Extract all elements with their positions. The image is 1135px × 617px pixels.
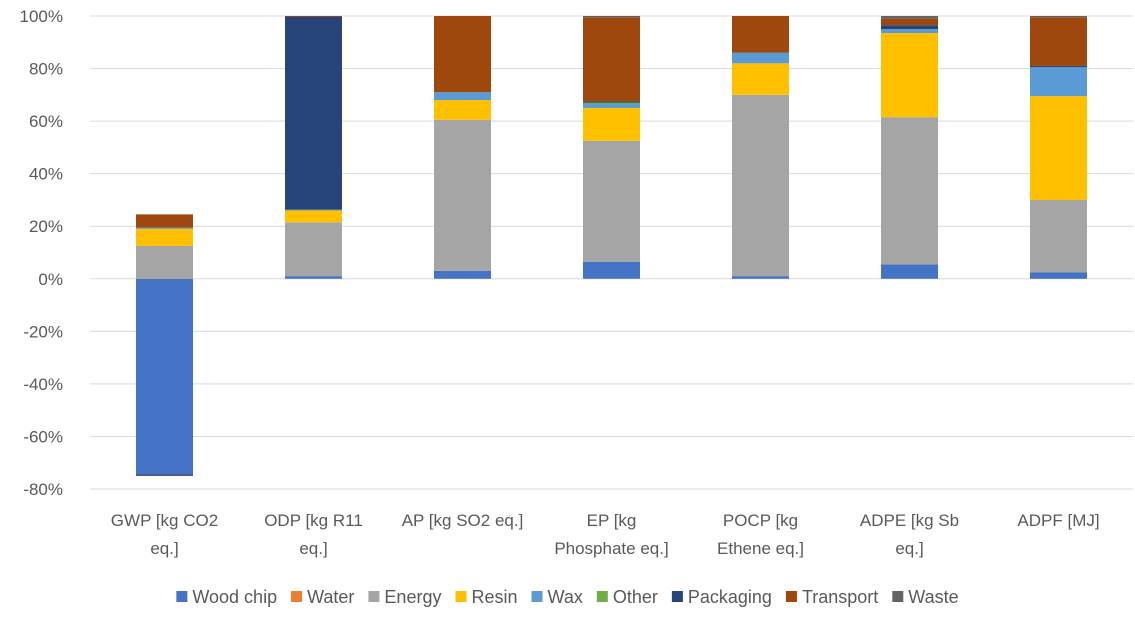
legend-swatch-water [291,591,303,602]
bar-segment-resin [434,100,491,120]
legend-label: Packaging [688,587,772,607]
bar-segment-wood-chip [1030,272,1087,279]
x-category-label: POCP [kg [723,511,798,530]
bar-segment-resin [1030,96,1087,200]
legend-swatch-transport [785,591,797,602]
bars [136,16,1087,476]
legend-label: Water [307,587,354,607]
legend-swatch-wood-chip [176,591,188,602]
legend-swatch-wax [531,591,543,602]
bar-segment-transport [136,214,193,228]
x-category-label: eq.] [150,539,178,558]
legend-swatch-resin [455,591,467,602]
bar-segment-wood-chip [434,270,491,279]
x-category-label: Ethene eq.] [717,539,804,558]
x-category-label: Phosphate eq.] [554,539,668,558]
y-tick-label: -80% [23,480,63,499]
bar-segment-packaging [285,16,342,210]
bar-segment-waste [881,16,938,19]
bar-segment-transport [285,16,342,17]
x-category-label: eq.] [299,539,327,558]
x-category-label: ADPF [MJ] [1017,511,1099,530]
bar-segment-wax [1030,67,1087,97]
bar-segment-wax [136,227,193,229]
bar-segment-resin [136,228,193,246]
y-tick-label: 80% [29,60,63,79]
legend-label: Transport [802,587,878,607]
bar-segment-energy [583,140,640,262]
bar-segment-other [583,102,640,105]
legend-swatch-waste [892,591,904,602]
bar-segment-transport [881,18,938,26]
bar-segment-resin [732,63,789,95]
y-tick-label: 20% [29,217,63,236]
bar-segment-energy [285,222,342,277]
y-tick-label: 40% [29,165,63,184]
legend-swatch-other [596,591,608,602]
bar-segment-waste [583,16,640,18]
y-tick-label: -60% [23,427,63,446]
bar-segment-resin [285,210,342,223]
legend-label: Wax [548,587,583,607]
bar-segment-resin [881,33,938,118]
bar-segment-transport [583,17,640,102]
bar-segment-energy [1030,199,1087,273]
x-category-label: GWP [kg CO2 [111,511,218,530]
y-tick-label: 60% [29,112,63,131]
bar-segment-transport [1030,17,1087,66]
bar-segment-packaging [881,25,938,30]
bar-segment-resin [583,107,640,141]
bar-segment-waste [1030,16,1087,18]
legend-label: Other [613,587,658,607]
x-category-label: eq.] [895,539,923,558]
bar-segment-energy [136,245,193,279]
bar-segment-packaging [1030,65,1087,68]
legend-swatch-energy [368,591,380,602]
x-category-label: EP [kg [587,511,637,530]
bar-segment-wood-chip [285,276,342,279]
legend-label: Resin [471,587,517,607]
x-axis-category-labels: GWP [kg CO2 eq.] ODP [kg R11 eq.] AP [kg SO2… [111,511,1100,558]
bar-segment-wax [285,209,342,211]
legend: Wood chip Water Energy Resin Wax Other Packagi… [176,587,959,607]
legend-label: Wood chip [192,587,277,607]
bar-segment-transport [732,16,789,53]
bar-segment-transport [434,16,491,93]
y-tick-label: 100% [20,7,63,26]
bar-segment-wax [434,92,491,101]
legend-label: Waste [908,587,958,607]
bar-segment-wood-chip [136,278,193,475]
x-category-label: ADPE [kg Sb [860,511,959,530]
x-category-label: AP [kg SO2 eq.] [402,511,524,530]
bar-segment-packaging [136,474,193,476]
y-tick-label: -40% [23,375,63,394]
bar-segment-wax [881,29,938,34]
bar-segment-energy [732,94,789,277]
bar-segment-wax [732,52,789,64]
y-tick-label: 0% [38,270,63,289]
x-category-label: ODP [kg R11 [264,511,363,530]
bar-segment-wood-chip [732,276,789,279]
bar-segment-energy [881,117,938,265]
bar-segment-energy [434,119,491,271]
y-tick-label: -20% [23,322,63,341]
bar-segment-wood-chip [583,261,640,279]
legend-swatch-packaging [671,591,683,602]
bar-segment-packaging [583,101,640,103]
bar-segment-wax [583,104,640,108]
y-axis-tick-labels: -80% -60% -40% -20% 0% 20% 40% 60% 80% 100% [20,7,63,499]
bar-segment-wood-chip [881,264,938,279]
legend-label: Energy [384,587,441,607]
